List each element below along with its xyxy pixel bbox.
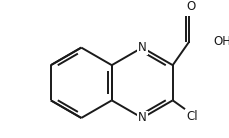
Text: OH: OH — [213, 35, 229, 48]
Text: N: N — [137, 41, 146, 54]
Text: Cl: Cl — [185, 110, 197, 123]
Text: N: N — [137, 112, 146, 124]
Text: O: O — [185, 0, 194, 13]
